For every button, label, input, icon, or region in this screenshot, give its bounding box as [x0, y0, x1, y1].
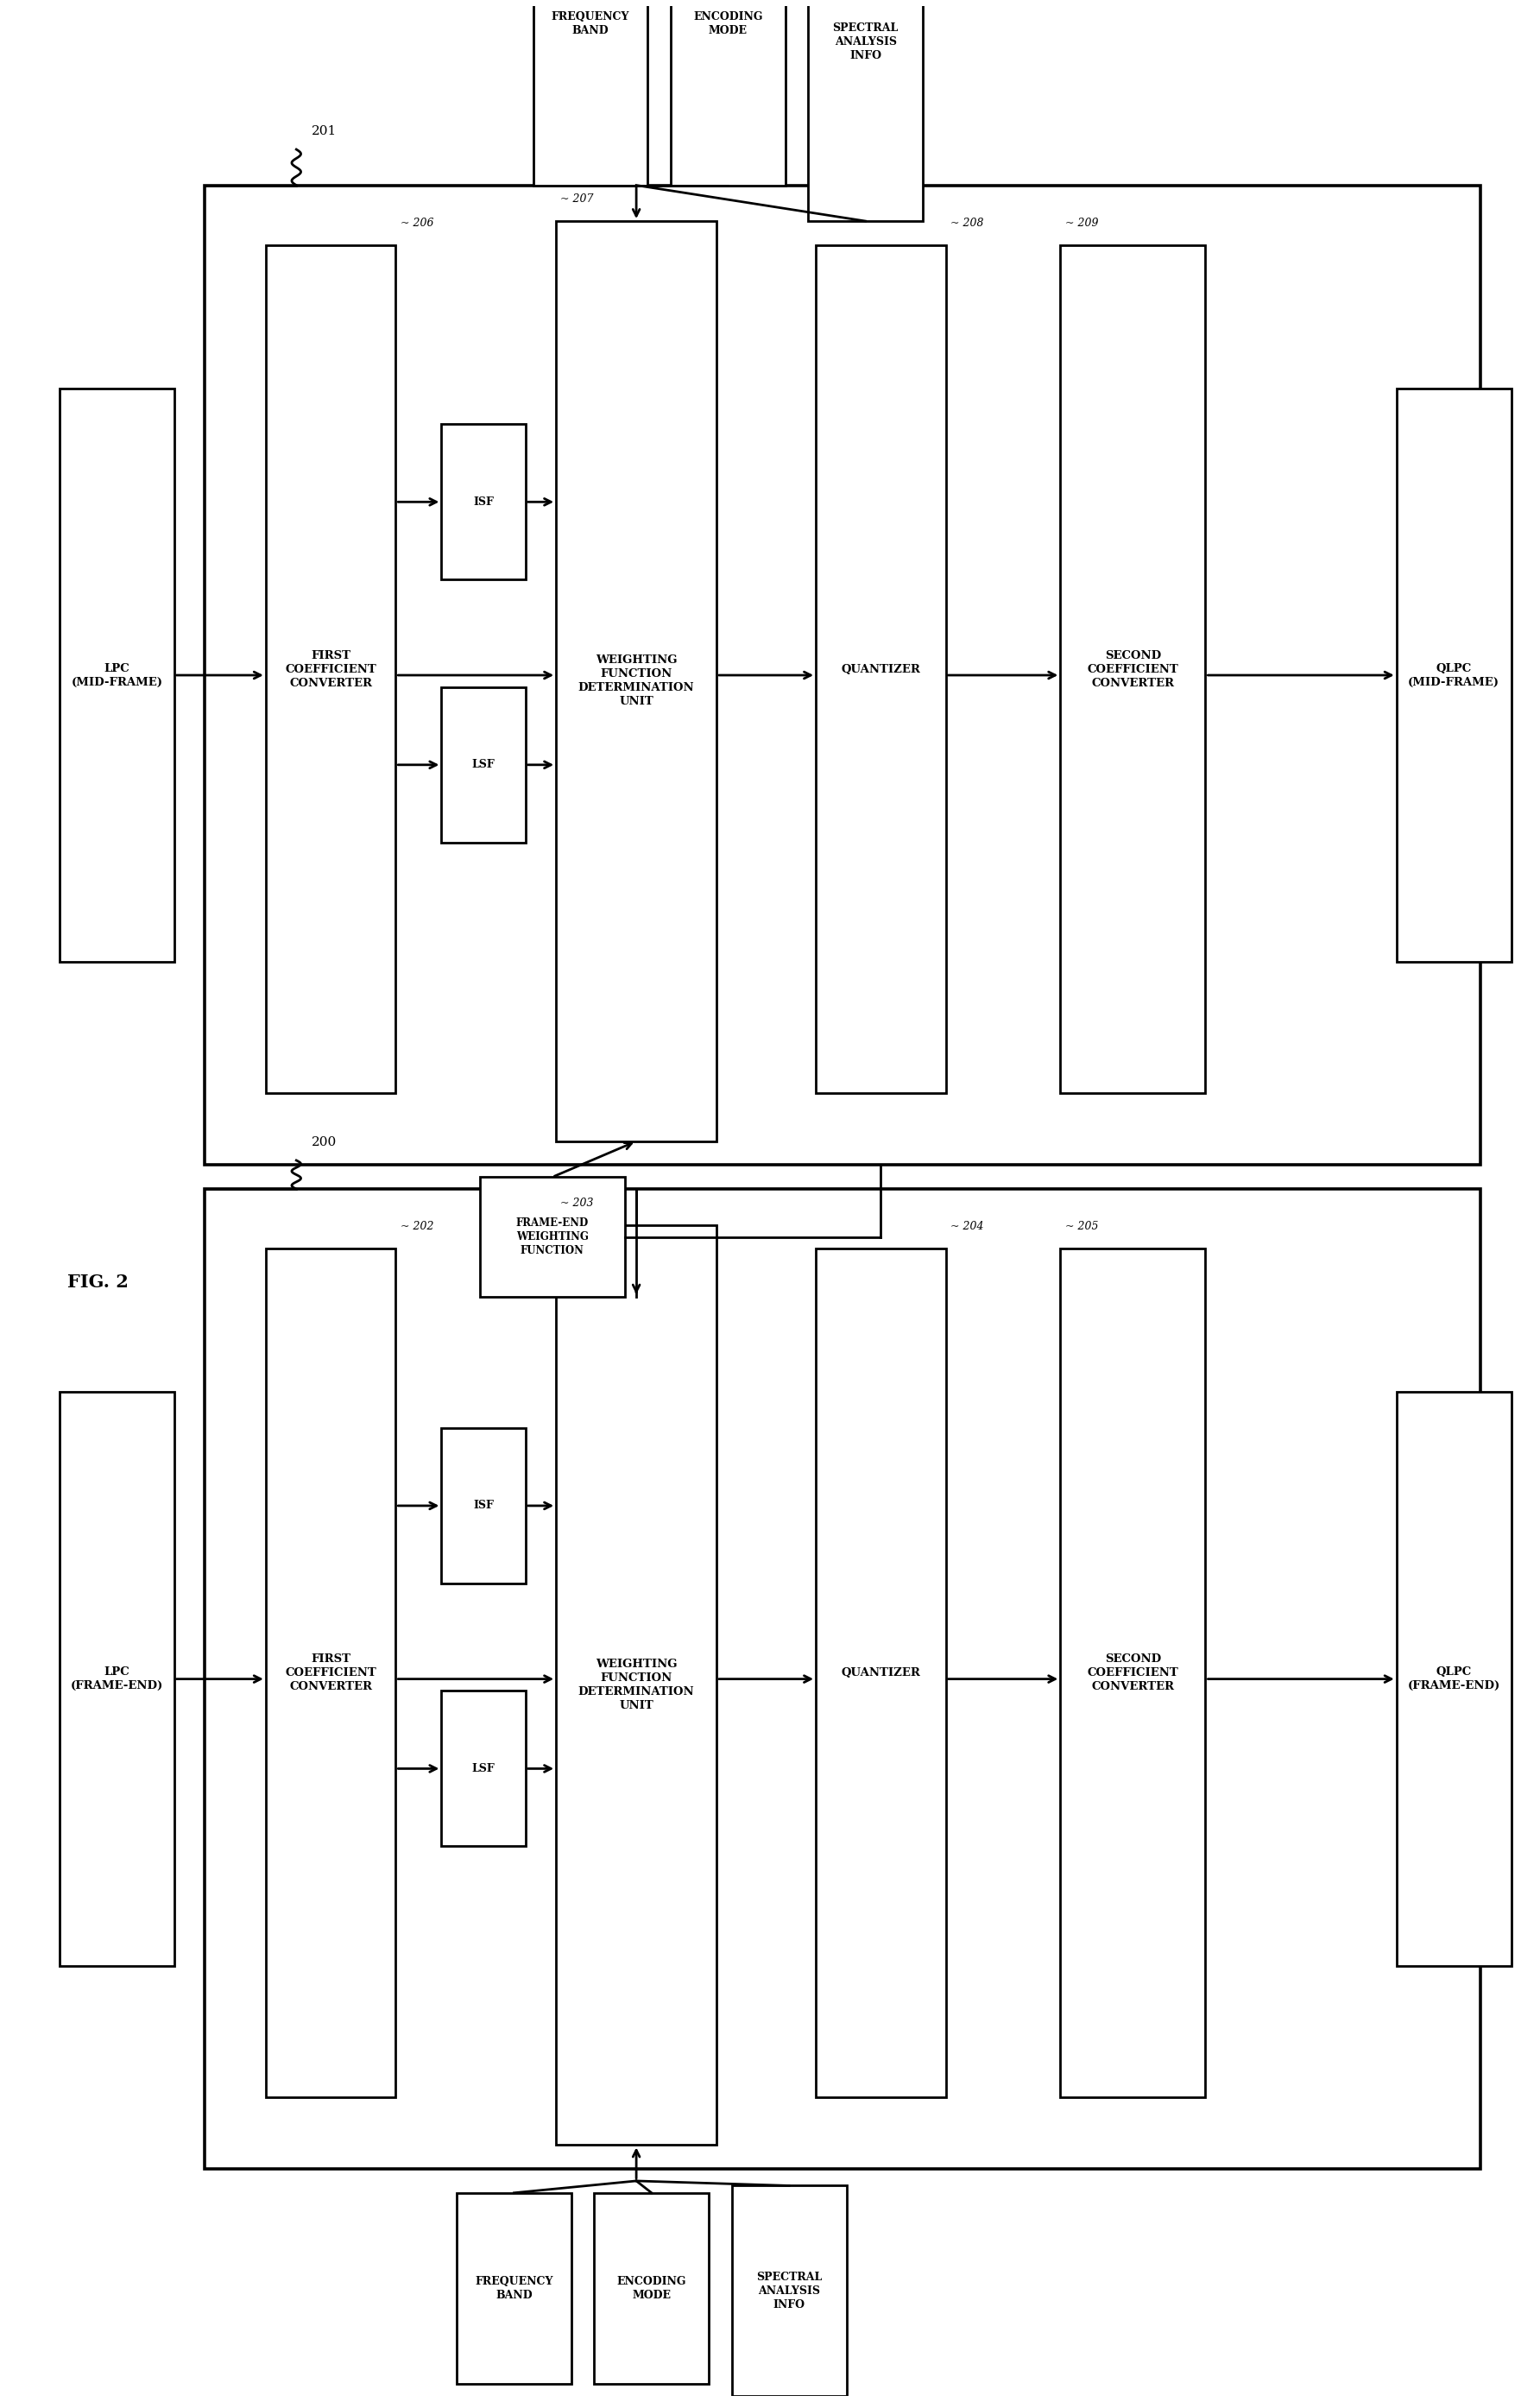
Text: ~ 205: ~ 205: [1064, 1220, 1098, 1232]
FancyBboxPatch shape: [442, 425, 525, 579]
FancyBboxPatch shape: [266, 1249, 396, 2097]
Text: LPC
(MID-FRAME): LPC (MID-FRAME): [71, 663, 163, 687]
Text: ENCODING
MODE: ENCODING MODE: [693, 12, 762, 36]
FancyBboxPatch shape: [1397, 1393, 1511, 1965]
Text: QLPC
(FRAME-END): QLPC (FRAME-END): [1408, 1667, 1500, 1691]
Text: ~ 206: ~ 206: [400, 216, 433, 228]
FancyBboxPatch shape: [457, 2193, 571, 2385]
FancyBboxPatch shape: [60, 389, 174, 961]
Text: FREQUENCY
BAND: FREQUENCY BAND: [474, 2277, 553, 2301]
FancyBboxPatch shape: [671, 0, 785, 185]
Text: LSF: LSF: [471, 759, 494, 771]
FancyBboxPatch shape: [442, 1691, 525, 1847]
Text: SECOND
COEFFICIENT
CONVERTER: SECOND COEFFICIENT CONVERTER: [1087, 1653, 1178, 1693]
Text: ~ 203: ~ 203: [561, 1196, 594, 1208]
Text: SECOND
COEFFICIENT
CONVERTER: SECOND COEFFICIENT CONVERTER: [1087, 651, 1178, 689]
Text: ~ 209: ~ 209: [1064, 216, 1098, 228]
Text: 200: 200: [311, 1136, 337, 1148]
FancyBboxPatch shape: [816, 245, 946, 1093]
FancyBboxPatch shape: [479, 1177, 625, 1297]
Text: QUANTIZER: QUANTIZER: [841, 663, 921, 675]
FancyBboxPatch shape: [594, 2193, 708, 2385]
FancyBboxPatch shape: [1397, 389, 1511, 961]
FancyBboxPatch shape: [60, 1393, 174, 1965]
Text: LSF: LSF: [471, 1763, 494, 1775]
Text: QUANTIZER: QUANTIZER: [841, 1667, 921, 1679]
FancyBboxPatch shape: [533, 0, 648, 185]
FancyBboxPatch shape: [556, 1225, 716, 2145]
FancyBboxPatch shape: [205, 185, 1480, 1165]
FancyBboxPatch shape: [556, 221, 716, 1141]
Text: ENCODING
MODE: ENCODING MODE: [618, 2277, 687, 2301]
Text: FRAME-END
WEIGHTING
FUNCTION: FRAME-END WEIGHTING FUNCTION: [516, 1218, 588, 1256]
FancyBboxPatch shape: [1061, 245, 1206, 1093]
FancyBboxPatch shape: [442, 1429, 525, 1583]
Text: 201: 201: [311, 125, 337, 137]
Text: SPECTRAL
ANALYSIS
INFO: SPECTRAL ANALYSIS INFO: [833, 22, 898, 62]
FancyBboxPatch shape: [816, 1249, 946, 2097]
FancyBboxPatch shape: [442, 687, 525, 843]
Text: FIRST
COEFFICIENT
CONVERTER: FIRST COEFFICIENT CONVERTER: [285, 651, 376, 689]
Text: WEIGHTING
FUNCTION
DETERMINATION
UNIT: WEIGHTING FUNCTION DETERMINATION UNIT: [578, 656, 695, 709]
FancyBboxPatch shape: [205, 1189, 1480, 2169]
Text: FIG. 2: FIG. 2: [68, 1273, 128, 1290]
Text: ISF: ISF: [473, 497, 494, 507]
Text: ~ 204: ~ 204: [950, 1220, 984, 1232]
Text: FIRST
COEFFICIENT
CONVERTER: FIRST COEFFICIENT CONVERTER: [285, 1653, 376, 1693]
FancyBboxPatch shape: [266, 245, 396, 1093]
Text: FREQUENCY
BAND: FREQUENCY BAND: [551, 12, 630, 36]
Text: SPECTRAL
ANALYSIS
INFO: SPECTRAL ANALYSIS INFO: [756, 2272, 822, 2311]
Text: ISF: ISF: [473, 1501, 494, 1511]
FancyBboxPatch shape: [732, 2186, 847, 2397]
Text: ~ 202: ~ 202: [400, 1220, 433, 1232]
Text: LPC
(FRAME-END): LPC (FRAME-END): [71, 1667, 163, 1691]
FancyBboxPatch shape: [809, 0, 922, 221]
FancyBboxPatch shape: [1061, 1249, 1206, 2097]
Text: ~ 207: ~ 207: [561, 192, 594, 204]
Text: ~ 208: ~ 208: [950, 216, 984, 228]
Text: WEIGHTING
FUNCTION
DETERMINATION
UNIT: WEIGHTING FUNCTION DETERMINATION UNIT: [578, 1660, 695, 1710]
Text: QLPC
(MID-FRAME): QLPC (MID-FRAME): [1408, 663, 1500, 687]
